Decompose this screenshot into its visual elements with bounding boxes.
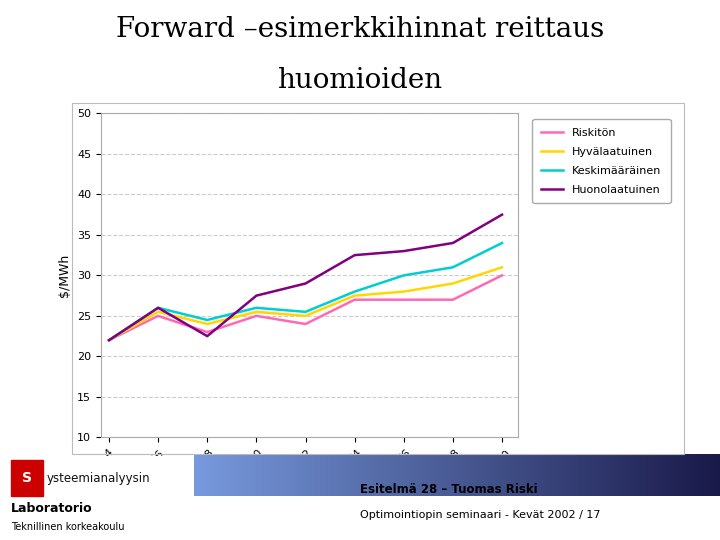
Huonolaatuinen xyxy=(104,337,113,343)
Riskitön xyxy=(104,337,113,343)
Huonolaatuinen xyxy=(498,211,506,218)
Riskitön xyxy=(449,296,457,303)
X-axis label: Kuukautta: Kuukautta xyxy=(265,475,354,490)
Riskitön xyxy=(400,296,408,303)
Hyvälaatuinen xyxy=(252,309,261,315)
Y-axis label: $/MWh: $/MWh xyxy=(58,254,71,297)
Keskimääräinen xyxy=(400,272,408,279)
Hyvälaatuinen xyxy=(104,337,113,343)
Riskitön xyxy=(154,313,163,319)
Huonolaatuinen xyxy=(400,248,408,254)
Keskimääräinen xyxy=(203,316,212,323)
Line: Riskitön: Riskitön xyxy=(109,275,502,340)
Huonolaatuinen xyxy=(301,280,310,287)
Keskimääräinen xyxy=(351,288,359,295)
Legend: Riskitön, Hyvälaatuinen, Keskimääräinen, Huonolaatuinen: Riskitön, Hyvälaatuinen, Keskimääräinen,… xyxy=(532,119,670,204)
Text: ysteemianalyysin: ysteemianalyysin xyxy=(47,471,150,484)
Riskitön xyxy=(351,296,359,303)
Huonolaatuinen xyxy=(154,305,163,311)
Keskimääräinen xyxy=(154,305,163,311)
Line: Huonolaatuinen: Huonolaatuinen xyxy=(109,214,502,340)
Hyvälaatuinen xyxy=(301,313,310,319)
Hyvälaatuinen xyxy=(498,264,506,271)
Keskimääräinen xyxy=(301,309,310,315)
Riskitön xyxy=(252,313,261,319)
Huonolaatuinen xyxy=(203,333,212,340)
Text: Optimointiopin seminaari - Kevät 2002 / 17: Optimointiopin seminaari - Kevät 2002 / … xyxy=(360,510,600,520)
Huonolaatuinen xyxy=(449,240,457,246)
Text: huomioiden: huomioiden xyxy=(277,68,443,94)
Hyvälaatuinen xyxy=(154,309,163,315)
Text: Teknillinen korkeakoulu: Teknillinen korkeakoulu xyxy=(11,522,125,531)
Huonolaatuinen xyxy=(351,252,359,258)
Text: Laboratorio: Laboratorio xyxy=(11,502,92,515)
Keskimääräinen xyxy=(449,264,457,271)
Keskimääräinen xyxy=(252,305,261,311)
Hyvälaatuinen xyxy=(351,293,359,299)
Text: Esitelmä 28 – Tuomas Riski: Esitelmä 28 – Tuomas Riski xyxy=(360,483,538,496)
Huonolaatuinen xyxy=(252,293,261,299)
Hyvälaatuinen xyxy=(449,280,457,287)
Bar xyxy=(11,460,43,496)
Line: Hyvälaatuinen: Hyvälaatuinen xyxy=(109,267,502,340)
Line: Keskimääräinen: Keskimääräinen xyxy=(109,243,502,340)
Keskimääräinen xyxy=(104,337,113,343)
Riskitön xyxy=(203,329,212,335)
Text: Forward –esimerkkihinnat reittaus: Forward –esimerkkihinnat reittaus xyxy=(116,16,604,43)
Hyvälaatuinen xyxy=(400,288,408,295)
Riskitön xyxy=(498,272,506,279)
Keskimääräinen xyxy=(498,240,506,246)
Hyvälaatuinen xyxy=(203,321,212,327)
Text: S: S xyxy=(22,471,32,485)
Riskitön xyxy=(301,321,310,327)
